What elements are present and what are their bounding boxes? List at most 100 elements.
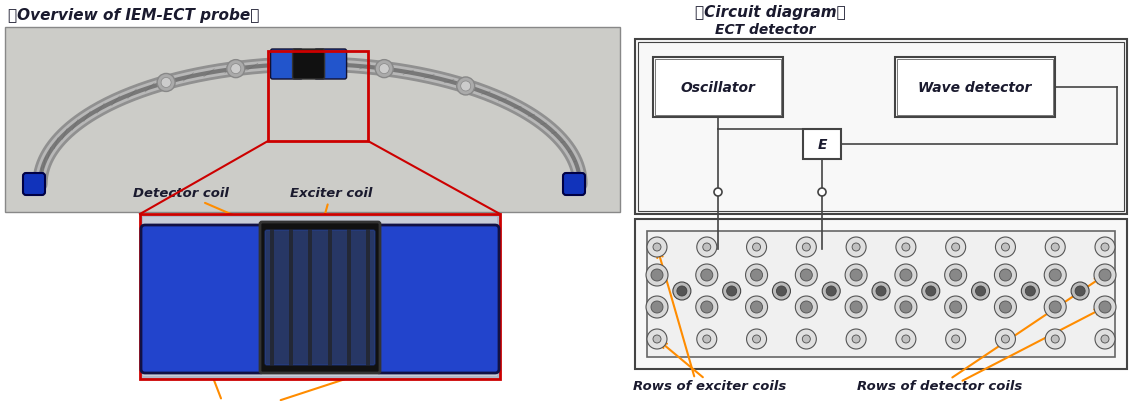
Circle shape	[925, 286, 936, 296]
Circle shape	[826, 286, 836, 296]
Circle shape	[747, 237, 766, 257]
Circle shape	[797, 329, 816, 349]
Circle shape	[696, 264, 718, 286]
Circle shape	[845, 264, 867, 286]
Text: ECT detector: ECT detector	[715, 23, 816, 37]
Circle shape	[902, 335, 910, 343]
Circle shape	[852, 243, 860, 251]
Circle shape	[949, 301, 962, 313]
Circle shape	[1050, 269, 1061, 281]
Circle shape	[852, 335, 860, 343]
Circle shape	[714, 188, 722, 196]
Circle shape	[646, 264, 668, 286]
Circle shape	[703, 335, 711, 343]
Circle shape	[951, 335, 959, 343]
Text: Oscillator: Oscillator	[680, 81, 756, 95]
Text: Exciter coil: Exciter coil	[289, 186, 372, 227]
Circle shape	[380, 65, 389, 75]
Circle shape	[227, 61, 245, 79]
Circle shape	[899, 269, 912, 281]
Circle shape	[845, 296, 867, 318]
Bar	[638, 43, 1124, 211]
FancyBboxPatch shape	[314, 50, 347, 80]
Circle shape	[850, 269, 862, 281]
Circle shape	[796, 296, 817, 318]
Bar	[268, 52, 368, 142]
Circle shape	[850, 301, 862, 313]
Circle shape	[753, 243, 760, 251]
Circle shape	[846, 329, 866, 349]
Circle shape	[796, 264, 817, 286]
FancyBboxPatch shape	[266, 231, 375, 365]
Circle shape	[457, 78, 475, 96]
Circle shape	[747, 329, 766, 349]
Circle shape	[800, 301, 812, 313]
Bar	[655, 60, 781, 116]
Circle shape	[753, 335, 760, 343]
Circle shape	[1101, 335, 1109, 343]
Bar	[803, 130, 841, 160]
Circle shape	[653, 243, 661, 251]
Circle shape	[157, 74, 175, 92]
Circle shape	[802, 335, 810, 343]
Circle shape	[746, 296, 767, 318]
Circle shape	[647, 329, 667, 349]
Circle shape	[823, 282, 841, 300]
Circle shape	[375, 61, 393, 79]
Circle shape	[701, 269, 713, 281]
Bar	[328, 229, 331, 366]
Bar	[366, 229, 370, 366]
Circle shape	[651, 301, 663, 313]
Bar	[635, 219, 1127, 369]
Circle shape	[994, 296, 1017, 318]
FancyBboxPatch shape	[293, 50, 324, 80]
Circle shape	[1022, 282, 1040, 300]
Bar	[5, 28, 620, 213]
Circle shape	[946, 237, 966, 257]
FancyBboxPatch shape	[260, 223, 380, 373]
Text: Rows of detector coils: Rows of detector coils	[858, 379, 1023, 392]
Circle shape	[646, 296, 668, 318]
Circle shape	[697, 237, 716, 257]
Circle shape	[1044, 264, 1067, 286]
Circle shape	[1001, 335, 1009, 343]
Circle shape	[1025, 286, 1035, 296]
Circle shape	[972, 282, 990, 300]
Circle shape	[723, 282, 740, 300]
Circle shape	[1051, 243, 1059, 251]
Circle shape	[677, 286, 687, 296]
Circle shape	[996, 237, 1016, 257]
Circle shape	[800, 269, 812, 281]
Circle shape	[895, 264, 916, 286]
Circle shape	[701, 301, 713, 313]
Circle shape	[1044, 296, 1067, 318]
Circle shape	[876, 286, 886, 296]
Circle shape	[231, 65, 241, 75]
Circle shape	[846, 237, 866, 257]
Circle shape	[727, 286, 737, 296]
Circle shape	[1071, 282, 1089, 300]
Text: E: E	[817, 138, 827, 152]
FancyBboxPatch shape	[23, 174, 45, 196]
Bar	[289, 229, 293, 366]
Bar	[897, 60, 1053, 116]
Bar	[647, 231, 1115, 357]
Circle shape	[776, 286, 786, 296]
Circle shape	[896, 329, 916, 349]
Circle shape	[994, 264, 1017, 286]
Circle shape	[750, 269, 763, 281]
Circle shape	[696, 296, 718, 318]
Bar	[144, 217, 497, 376]
Circle shape	[1094, 264, 1116, 286]
Circle shape	[653, 335, 661, 343]
Bar	[635, 40, 1127, 215]
Circle shape	[946, 329, 966, 349]
FancyBboxPatch shape	[376, 225, 499, 373]
Circle shape	[672, 282, 690, 300]
Circle shape	[945, 264, 966, 286]
Circle shape	[1095, 237, 1115, 257]
Circle shape	[899, 301, 912, 313]
Circle shape	[975, 286, 985, 296]
Circle shape	[818, 188, 826, 196]
Circle shape	[895, 296, 916, 318]
